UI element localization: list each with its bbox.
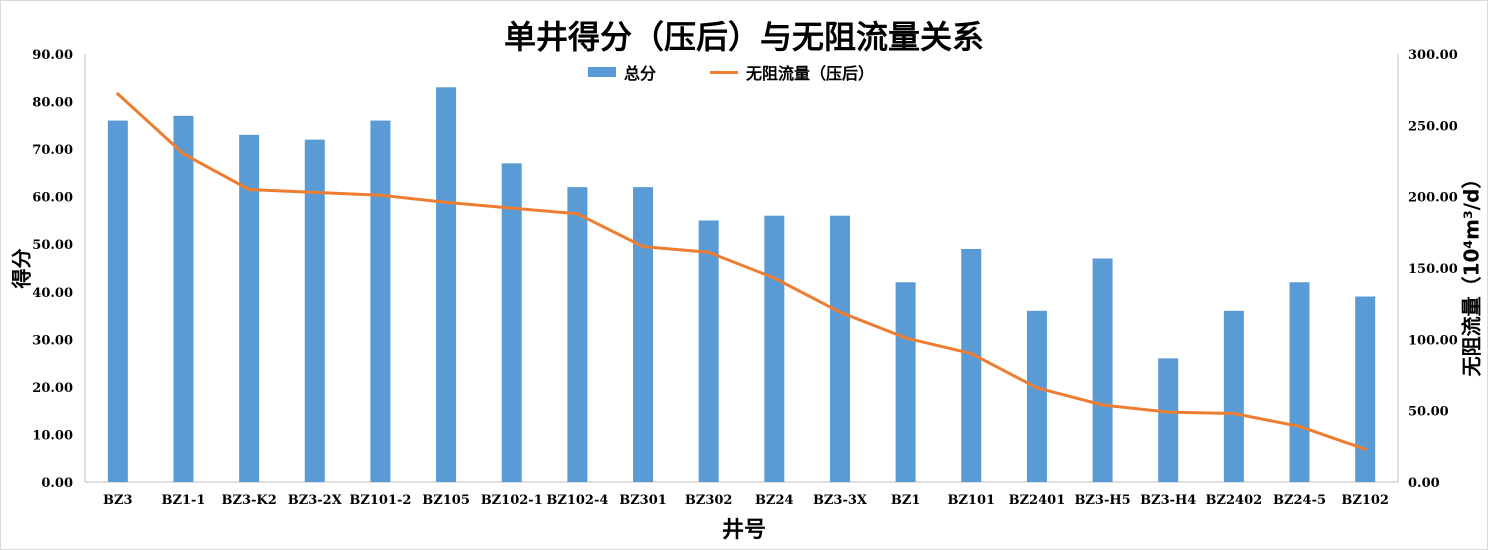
line-point xyxy=(838,310,842,314)
line-point xyxy=(510,206,514,210)
line-point xyxy=(444,200,448,204)
y-tick-left-label: 70.00 xyxy=(32,143,73,158)
series-line xyxy=(116,92,1367,451)
bar xyxy=(1223,310,1244,482)
line-point xyxy=(313,190,317,194)
line-point xyxy=(969,352,973,356)
bar xyxy=(239,134,260,482)
bar xyxy=(370,120,391,483)
line-point xyxy=(1363,447,1367,451)
line-point xyxy=(575,212,579,216)
x-tick-label: BZ3-H5 xyxy=(1074,493,1130,508)
x-tick-label: BZ105 xyxy=(422,493,470,508)
x-tick-label: BZ1-1 xyxy=(161,493,205,508)
x-tick-label: BZ2401 xyxy=(1009,493,1066,508)
bar xyxy=(1355,296,1376,482)
y-tick-right-label: 250.00 xyxy=(1408,119,1458,134)
bar xyxy=(567,187,588,482)
bar xyxy=(829,215,850,482)
x-tick-label: BZ3 xyxy=(103,493,133,508)
line-point xyxy=(181,152,185,156)
x-tick-label: BZ101 xyxy=(947,493,995,508)
legend-item-bar: 总分 xyxy=(588,60,656,84)
line-point xyxy=(641,245,645,249)
x-tick-label: BZ102-1 xyxy=(481,493,543,508)
x-tick-label: BZ3-3X xyxy=(813,493,868,508)
line-point xyxy=(772,276,776,280)
line-point xyxy=(1232,412,1236,416)
legend-item-line: 无阻流量（压后） xyxy=(710,60,874,84)
y-tick-left-label: 90.00 xyxy=(32,48,73,63)
x-tick-label: BZ1 xyxy=(891,493,921,508)
line-point xyxy=(378,193,382,197)
bar xyxy=(1026,310,1047,482)
bar xyxy=(436,87,457,483)
x-tick-label: BZ24 xyxy=(755,493,794,508)
y-tick-left-label: 30.00 xyxy=(32,333,73,348)
y-tick-right-label: 50.00 xyxy=(1408,405,1449,420)
bar xyxy=(633,187,654,482)
line-point xyxy=(1035,386,1039,390)
bar xyxy=(107,120,128,483)
legend: 总分 无阻流量（压后） xyxy=(588,60,928,84)
y-tick-left-label: 10.00 xyxy=(32,428,73,443)
bar xyxy=(501,163,522,482)
line-point xyxy=(116,92,120,96)
y-tick-right-label: 100.00 xyxy=(1408,333,1458,348)
x-tick-label: BZ301 xyxy=(619,493,667,508)
y-tick-left-label: 80.00 xyxy=(32,96,73,111)
x-axis-label: 井号 xyxy=(721,518,766,543)
bar xyxy=(764,215,785,482)
bar xyxy=(1289,282,1310,482)
x-tick-label: BZ3-H4 xyxy=(1140,493,1196,508)
legend-swatch-bar xyxy=(588,67,616,77)
legend-label-bar: 总分 xyxy=(624,64,657,83)
y-tick-right-label: 300.00 xyxy=(1408,48,1458,63)
line-point xyxy=(1166,410,1170,414)
x-tick-label: BZ3-2X xyxy=(288,493,343,508)
x-tick-label: BZ102-4 xyxy=(546,493,608,508)
x-tick-label: BZ302 xyxy=(685,493,733,508)
bar xyxy=(961,248,982,482)
y-tick-left-label: 50.00 xyxy=(32,238,73,253)
chart-title: 单井得分（压后）与无阻流量关系 xyxy=(503,18,984,56)
x-tick-label: BZ24-5 xyxy=(1273,493,1326,508)
y-tick-right-label: 0.00 xyxy=(1408,476,1440,491)
legend-swatch-line xyxy=(710,70,739,74)
line-point xyxy=(1298,424,1302,428)
bar xyxy=(173,115,194,483)
bar xyxy=(895,282,916,482)
y-tick-left-label: 40.00 xyxy=(32,286,73,301)
bar xyxy=(304,139,325,482)
line-point xyxy=(904,336,908,340)
line-point xyxy=(247,188,251,192)
y-tick-left-label: 20.00 xyxy=(32,381,73,396)
x-tick-label: BZ2402 xyxy=(1206,493,1263,508)
y-tick-left-label: 0.00 xyxy=(41,476,73,491)
bar xyxy=(1158,358,1179,482)
x-tick-label: BZ102 xyxy=(1341,493,1389,508)
line-point xyxy=(707,250,711,254)
legend-label-line: 无阻流量（压后） xyxy=(746,64,875,83)
line-point xyxy=(1101,403,1105,407)
y-tick-right-label: 200.00 xyxy=(1408,191,1458,206)
x-tick-label: BZ101-2 xyxy=(349,493,411,508)
bar xyxy=(1092,258,1113,482)
y-tick-right-label: 150.00 xyxy=(1408,262,1458,277)
x-tick-label: BZ3-K2 xyxy=(221,493,276,508)
bar xyxy=(698,220,719,482)
y-tick-left-label: 60.00 xyxy=(32,191,73,206)
